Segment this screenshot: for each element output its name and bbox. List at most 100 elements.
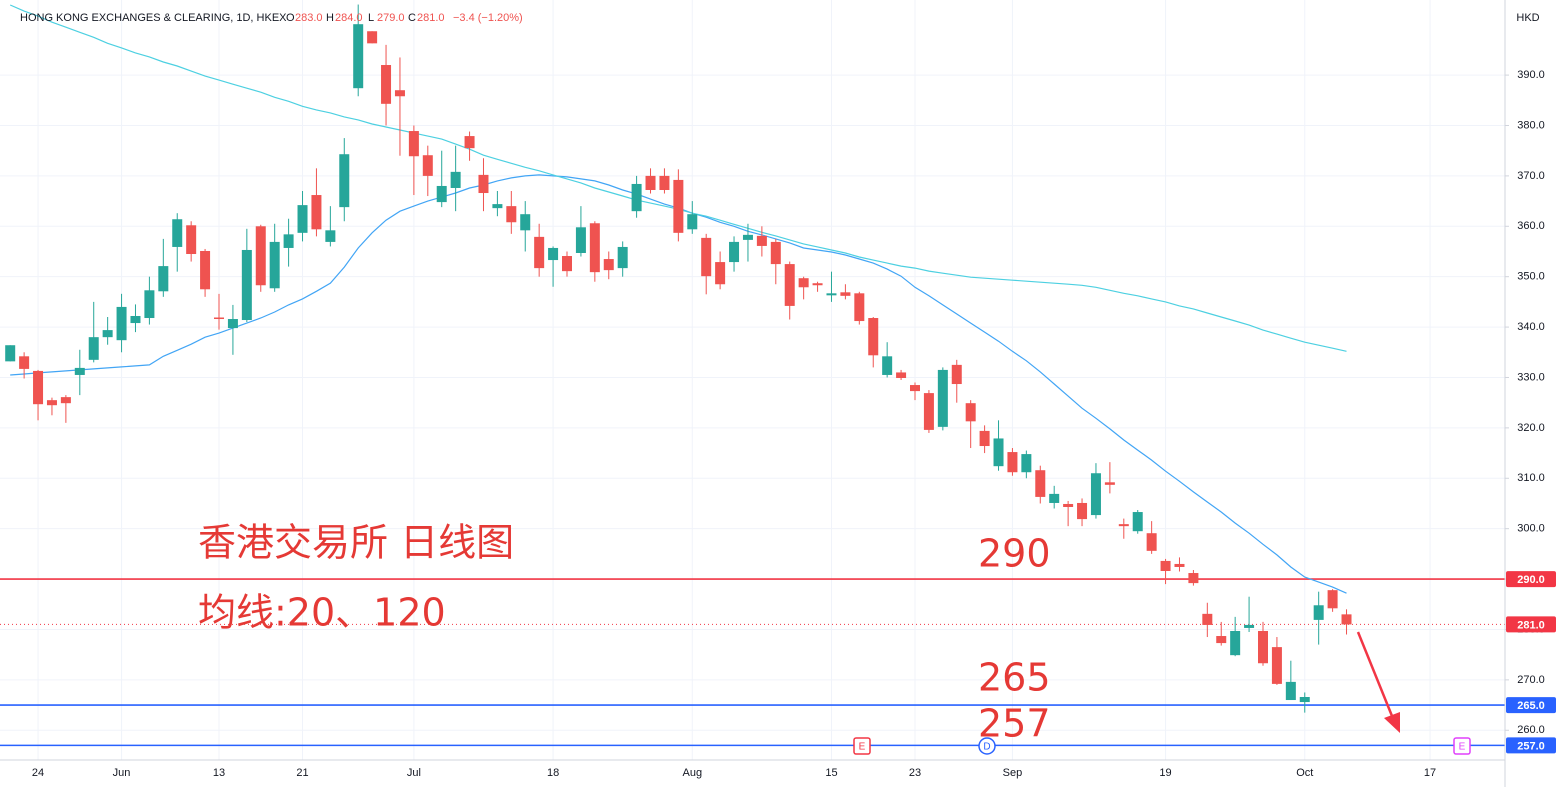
candle-body [172, 219, 183, 247]
candle-body [74, 367, 85, 375]
candle-body [617, 246, 628, 269]
candle-body [1230, 630, 1241, 656]
legend-value: 284.0 [335, 12, 363, 24]
candle-body [687, 214, 698, 230]
candle-body [255, 226, 266, 286]
candle-body [603, 259, 614, 271]
candle-body [464, 136, 475, 149]
candle-body [60, 397, 71, 404]
candle-body [729, 241, 740, 263]
candle-body [701, 237, 712, 277]
event-marker: E [1453, 737, 1471, 755]
candle-body [1132, 512, 1143, 532]
candle-body [520, 214, 531, 231]
candle-body [269, 241, 280, 289]
candle-body [200, 250, 211, 290]
candle-body [492, 204, 503, 209]
candle-body [1160, 560, 1171, 572]
currency: HKD [1516, 12, 1539, 24]
x-tick-label: 18 [547, 767, 559, 779]
candle-body [353, 24, 364, 89]
legend-value: 283.0 [295, 12, 323, 24]
annotation: 290 [978, 532, 1051, 576]
y-tick-label: 330.0 [1517, 371, 1545, 383]
candle-body [394, 90, 405, 97]
candle-body [381, 65, 392, 104]
candle-body [5, 345, 16, 362]
candle-body [798, 278, 809, 288]
candle-body [158, 266, 169, 292]
candle-body [1021, 454, 1032, 473]
x-tick-label: 13 [213, 767, 225, 779]
event-badge [1453, 737, 1471, 755]
candle-body [367, 31, 378, 44]
candle-body [910, 385, 920, 392]
candle-body [784, 264, 795, 306]
y-tick-label: 310.0 [1517, 472, 1545, 484]
candle-body [840, 292, 851, 296]
candle-body [1271, 647, 1282, 684]
candle-body [325, 230, 336, 242]
candle-body [283, 234, 294, 248]
annotation: 均线:20、120 [198, 591, 446, 635]
legend-key: H [326, 12, 334, 24]
candle-body [742, 234, 753, 240]
y-tick-label: 260.0 [1517, 724, 1545, 736]
candle-body [214, 317, 224, 320]
candle-body [1258, 630, 1268, 664]
x-tick-label: 23 [909, 767, 921, 779]
event-badge [978, 737, 996, 755]
candle-body [311, 195, 322, 230]
candle-body [534, 236, 545, 269]
candle-body [1007, 452, 1018, 473]
y-tick-label: 370.0 [1517, 170, 1545, 182]
candle-body [297, 205, 308, 233]
candle-body [979, 430, 990, 447]
candle-body [937, 369, 948, 427]
x-tick-label: Oct [1296, 767, 1313, 779]
candle-body [1202, 613, 1213, 625]
legend-value: 279.0 [377, 12, 405, 24]
candle-body [1188, 573, 1199, 584]
legend-value: 281.0 [417, 12, 445, 24]
candle-body [33, 370, 44, 405]
candle-body [770, 241, 781, 265]
candle-body [1299, 697, 1310, 703]
candle-body [436, 185, 447, 203]
candle-body [450, 171, 461, 188]
candle-body [896, 372, 907, 378]
candle-body [659, 175, 670, 190]
candle-body [186, 225, 197, 255]
candle-body [144, 290, 155, 319]
candle-body [589, 223, 600, 273]
candle-body [339, 154, 350, 208]
candle-body [422, 155, 433, 176]
candle-body [756, 235, 767, 246]
candle-body [1035, 470, 1046, 497]
y-tick-label: 360.0 [1517, 220, 1545, 232]
candle-body [951, 364, 962, 385]
candle-body [826, 293, 837, 296]
candle-body [1049, 493, 1060, 503]
candle-body [1285, 681, 1296, 701]
axes: 260.0270.0280.0290.0300.0310.0320.0330.0… [32, 69, 1556, 779]
candle-body [506, 206, 517, 223]
event-label: D [983, 742, 990, 753]
price-label: 281.0 [1517, 619, 1545, 631]
x-tick-label: Jul [407, 767, 421, 779]
candle-body [1341, 614, 1352, 625]
legend-key: O [286, 12, 295, 24]
event-marker: D [978, 737, 996, 755]
y-tick-label: 320.0 [1517, 422, 1545, 434]
header-title: HONG KONG EXCHANGES & CLEARING, 1D, HKEX [20, 12, 287, 24]
candle-body [645, 175, 656, 190]
x-tick-label: 24 [32, 767, 44, 779]
legend-key: C [408, 12, 416, 24]
y-tick-label: 350.0 [1517, 271, 1545, 283]
y-tick-label: 380.0 [1517, 119, 1545, 131]
candle-body [1063, 503, 1074, 508]
legend-key: L [368, 12, 374, 24]
candle-body [882, 356, 893, 375]
